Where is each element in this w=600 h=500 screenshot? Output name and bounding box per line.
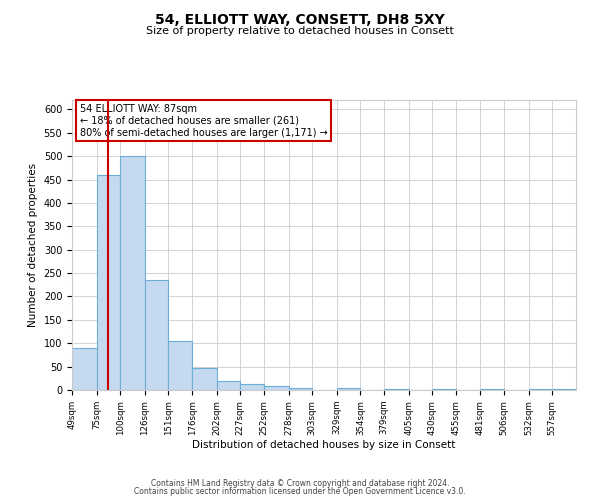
Bar [432, 389, 456, 390]
Text: 54, ELLIOTT WAY, CONSETT, DH8 5XY: 54, ELLIOTT WAY, CONSETT, DH8 5XY [155, 12, 445, 26]
Bar [192, 368, 217, 390]
Bar [217, 380, 241, 390]
Bar [481, 389, 504, 390]
Bar [97, 175, 120, 390]
X-axis label: Distribution of detached houses by size in Consett: Distribution of detached houses by size … [193, 440, 455, 450]
Text: Contains public sector information licensed under the Open Government Licence v3: Contains public sector information licen… [134, 487, 466, 496]
Bar [169, 341, 192, 390]
Bar [72, 348, 97, 390]
Text: Contains HM Land Registry data © Crown copyright and database right 2024.: Contains HM Land Registry data © Crown c… [151, 478, 449, 488]
Bar [264, 386, 289, 390]
Bar [337, 388, 361, 390]
Bar [145, 280, 169, 390]
Bar [289, 388, 312, 390]
Text: 54 ELLIOTT WAY: 87sqm
← 18% of detached houses are smaller (261)
80% of semi-det: 54 ELLIOTT WAY: 87sqm ← 18% of detached … [80, 104, 328, 138]
Text: Size of property relative to detached houses in Consett: Size of property relative to detached ho… [146, 26, 454, 36]
Bar [529, 389, 553, 390]
Bar [384, 388, 409, 390]
Bar [241, 384, 264, 390]
Bar [120, 156, 145, 390]
Bar [553, 389, 576, 390]
Y-axis label: Number of detached properties: Number of detached properties [28, 163, 38, 327]
